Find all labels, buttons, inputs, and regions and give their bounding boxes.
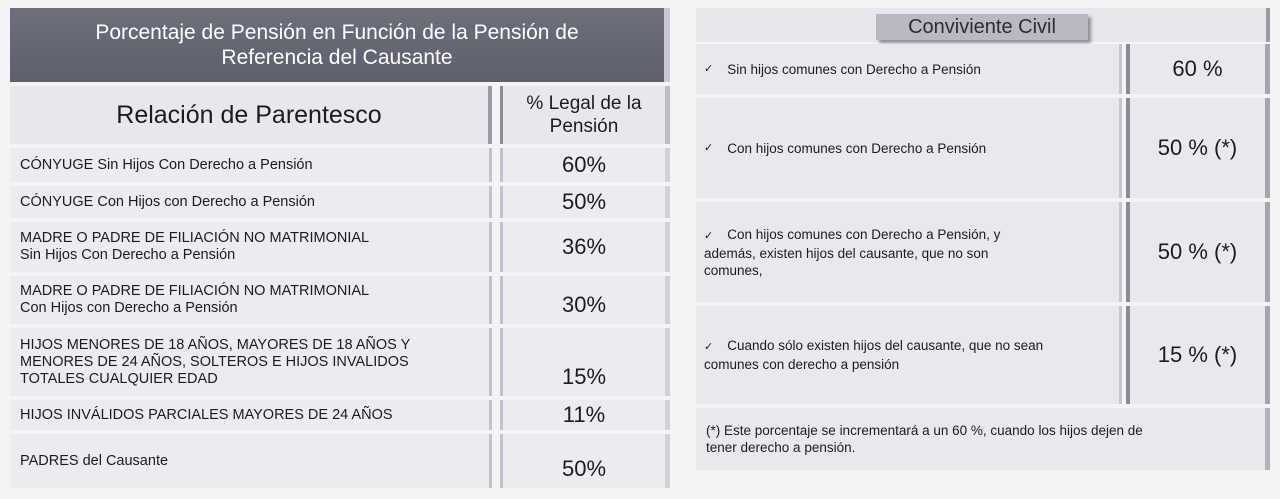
right-row-line: Cuando sólo existen hijos del causante, … [727, 338, 1044, 353]
left-row-relation: CÓNYUGE Sin Hijos Con Derecho a Pensión [10, 148, 492, 182]
check-icon: ✓ [704, 229, 714, 242]
right-row-text: ✓ Sin hijos comunes con Derecho a Pensió… [696, 44, 1122, 94]
left-row-relation: HIJOS MENORES DE 18 AÑOS, MAYORES DE 18 … [10, 328, 492, 396]
relation-line: MADRE O PADRE DE FILIACIÓN NO MATRIMONIA… [20, 283, 370, 299]
footnote-line2: tener derecho a pensión. [706, 440, 856, 455]
left-pension-table: Porcentaje de Pensión en Función de la P… [10, 8, 670, 494]
relation-line: Sin Hijos Con Derecho a Pensión [20, 247, 236, 263]
left-row-pct: 50% [500, 434, 670, 488]
left-row-pct: 60% [500, 148, 670, 182]
left-row-relation: MADRE O PADRE DE FILIACIÓN NO MATRIMONIA… [10, 276, 492, 324]
right-row-line: comunes con derecho a pensión [704, 357, 900, 372]
left-table-title: Porcentaje de Pensión en Función de la P… [10, 8, 670, 82]
right-row-text: ✓ Cuando sólo existen hijos del causante,… [696, 306, 1122, 404]
right-row-line: Con hijos comunes con Derecho a Pensión [727, 140, 987, 156]
right-row-pct: 50 % (*) [1126, 98, 1270, 198]
relation-line: CÓNYUGE Sin Hijos Con Derecho a Pensión [20, 156, 313, 173]
check-icon: ✓ [704, 141, 714, 154]
relation-line: MADRE O PADRE DE FILIACIÓN NO MATRIMONIA… [20, 230, 370, 246]
conviviente-title: Conviviente Civil [876, 14, 1088, 40]
relation-line: MENORES DE 24 AÑOS, SOLTEROS E HIJOS INV… [20, 353, 409, 370]
header-pct-line2: Pensión [549, 116, 619, 137]
left-row-1: CÓNYUGE Sin Hijos Con Derecho a Pensión … [10, 148, 670, 186]
right-row-1: ✓ Sin hijos comunes con Derecho a Pensió… [696, 44, 1270, 98]
left-title-line1: Porcentaje de Pensión en Función de la P… [95, 21, 579, 44]
left-row-relation: PADRES del Causante [10, 434, 492, 488]
left-title-line2: Referencia del Causante [221, 46, 453, 69]
footnote: (*) Este porcentaje se incrementará a un… [696, 408, 1270, 470]
right-row-pct: 60 % [1126, 44, 1270, 94]
left-row-pct: 11% [500, 400, 670, 430]
conviviente-header: Conviviente Civil [696, 8, 1270, 42]
right-row-pct: 15 % (*) [1126, 306, 1270, 404]
left-row-6: HIJOS INVÁLIDOS PARCIALES MAYORES DE 24 … [10, 400, 670, 434]
left-row-relation: CÓNYUGE Con Hijos con Derecho a Pensión [10, 186, 492, 218]
right-row-line: además, existen hijos del causante, que … [704, 245, 989, 261]
left-row-5: HIJOS MENORES DE 18 AÑOS, MAYORES DE 18 … [10, 328, 670, 400]
check-icon: ✓ [704, 62, 714, 75]
left-row-relation: MADRE O PADRE DE FILIACIÓN NO MATRIMONIA… [10, 222, 492, 272]
right-row-text: ✓ Con hijos comunes con Derecho a Pensió… [696, 98, 1122, 198]
left-row-pct: 36% [500, 222, 670, 272]
relation-line: Con Hijos con Derecho a Pensión [20, 300, 238, 316]
right-row-line: Con hijos comunes con Derecho a Pensión,… [727, 226, 1001, 242]
left-row-pct: 15% [500, 328, 670, 396]
left-row-7: PADRES del Causante 50% [10, 434, 670, 492]
relation-line: HIJOS MENORES DE 18 AÑOS, MAYORES DE 18 … [20, 336, 411, 353]
left-row-2: CÓNYUGE Con Hijos con Derecho a Pensión … [10, 186, 670, 222]
right-row-3: ✓ Con hijos comunes con Derecho a Pensión… [696, 202, 1270, 306]
check-icon: ✓ [704, 341, 714, 353]
relation-line: CÓNYUGE Con Hijos con Derecho a Pensión [20, 193, 315, 210]
header-pct: % Legal de la Pensión [500, 86, 670, 144]
left-row-3: MADRE O PADRE DE FILIACIÓN NO MATRIMONIA… [10, 222, 670, 276]
relation-line: HIJOS INVÁLIDOS PARCIALES MAYORES DE 24 … [20, 406, 393, 423]
header-pct-line1: % Legal de la [526, 93, 642, 114]
header-relacion: Relación de Parentesco [10, 86, 492, 144]
right-row-2: ✓ Con hijos comunes con Derecho a Pensió… [696, 98, 1270, 202]
right-row-line: Sin hijos comunes con Derecho a Pensión [727, 61, 981, 77]
left-row-pct: 30% [500, 276, 670, 324]
left-row-relation: HIJOS INVÁLIDOS PARCIALES MAYORES DE 24 … [10, 400, 492, 430]
right-row-line: comunes, [704, 262, 763, 278]
relation-line: TOTALES CUALQUIER EDAD [20, 370, 218, 387]
right-row-text: ✓ Con hijos comunes con Derecho a Pensión… [696, 202, 1122, 302]
right-row-pct: 50 % (*) [1126, 202, 1270, 302]
relation-line: PADRES del Causante [20, 452, 169, 469]
right-row-4: ✓ Cuando sólo existen hijos del causante,… [696, 306, 1270, 408]
left-row-pct: 50% [500, 186, 670, 218]
left-row-4: MADRE O PADRE DE FILIACIÓN NO MATRIMONIA… [10, 276, 670, 328]
footnote-line1: (*) Este porcentaje se incrementará a un… [706, 423, 1143, 438]
right-conviviente-table: Conviviente Civil ✓ Sin hijos comunes co… [696, 8, 1270, 488]
